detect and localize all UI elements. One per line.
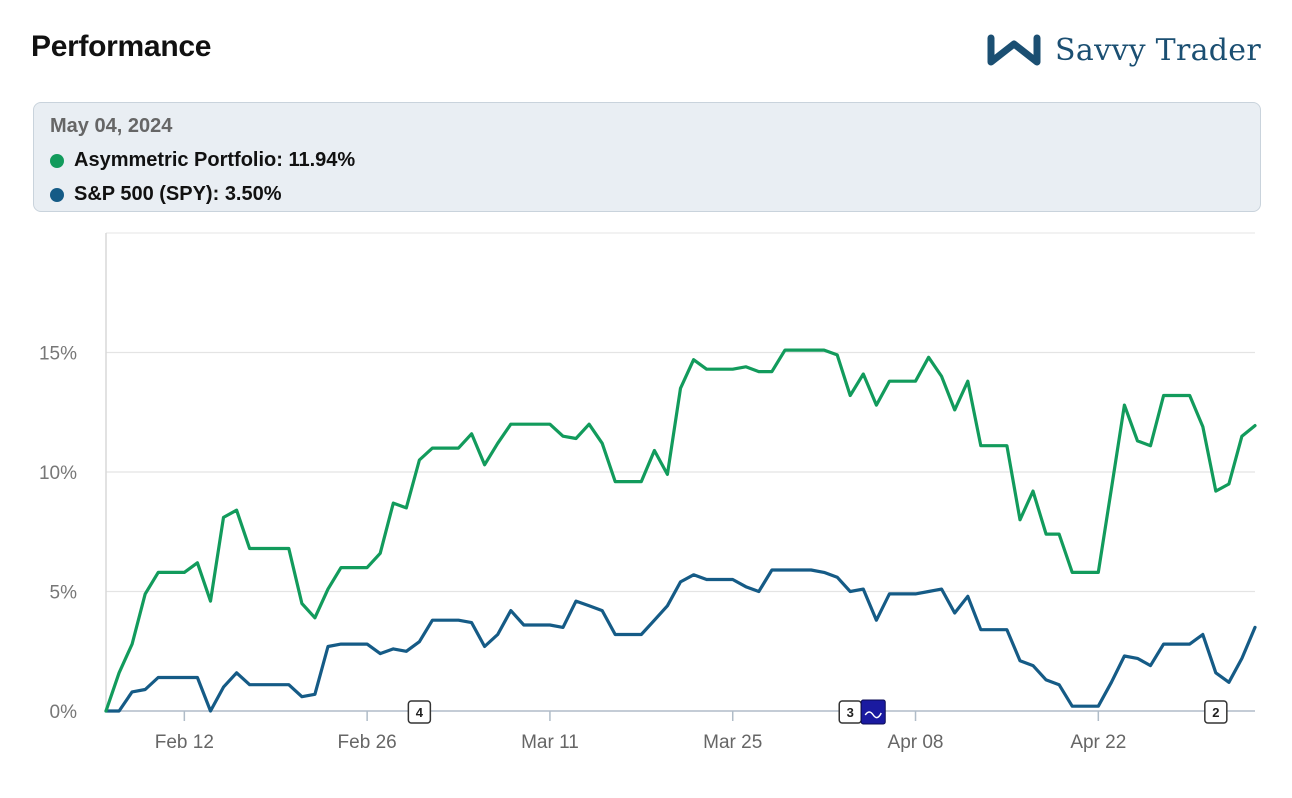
x-tick-label: Feb 12 [155, 732, 214, 753]
y-tick-label: 10% [39, 463, 77, 484]
event-flag-count: 3 [847, 705, 854, 720]
event-flag-box [1204, 700, 1228, 724]
x-tick-label: Feb 26 [338, 732, 397, 753]
event-flag[interactable]: 3 [838, 699, 886, 725]
x-tick-label: Mar 25 [703, 732, 762, 753]
x-tick-label: Mar 11 [521, 732, 579, 753]
y-tick-label: 0% [50, 702, 78, 723]
y-tick-label: 5% [50, 583, 78, 604]
portfolio-dot-icon [50, 153, 64, 168]
tooltip-series-value: 11.94% [288, 149, 356, 171]
event-flag[interactable]: 4 [407, 700, 432, 724]
spy-dot-icon [50, 187, 64, 202]
series-line-asymmetric-portfolio[interactable] [104, 348, 1257, 713]
ticker-logo-icon [860, 699, 886, 725]
tooltip-series-name: S&P 500 (SPY) [74, 183, 225, 206]
series-line-s-p-500-spy[interactable] [104, 568, 1257, 713]
tooltip-series-name: Asymmetric Portfolio [74, 149, 288, 172]
tooltip-row-portfolio: Asymmetric Portfolio 11.94% [50, 149, 355, 172]
chart-tooltip: May 04, 2024 Asymmetric Portfolio 11.94%… [33, 102, 1261, 212]
x-tick-label: Apr 08 [888, 732, 944, 753]
brand-name: Savvy Trader [1055, 32, 1261, 68]
tooltip-row-spy: S&P 500 (SPY) 3.50% [50, 183, 282, 206]
page-title: Performance [31, 30, 212, 63]
event-flag-box [407, 700, 432, 724]
tooltip-date: May 04, 2024 [50, 115, 173, 137]
brand[interactable]: Savvy Trader [985, 30, 1261, 70]
y-tick-label: 15% [39, 344, 77, 365]
x-tick-label: Apr 22 [1070, 732, 1126, 753]
event-flag[interactable]: 2 [1204, 700, 1228, 724]
savvy-trader-logo-icon [987, 34, 1041, 66]
event-flag-count: 2 [1212, 705, 1219, 720]
event-flag-count: 4 [416, 705, 424, 720]
tooltip-series-value: 3.50% [224, 183, 282, 205]
